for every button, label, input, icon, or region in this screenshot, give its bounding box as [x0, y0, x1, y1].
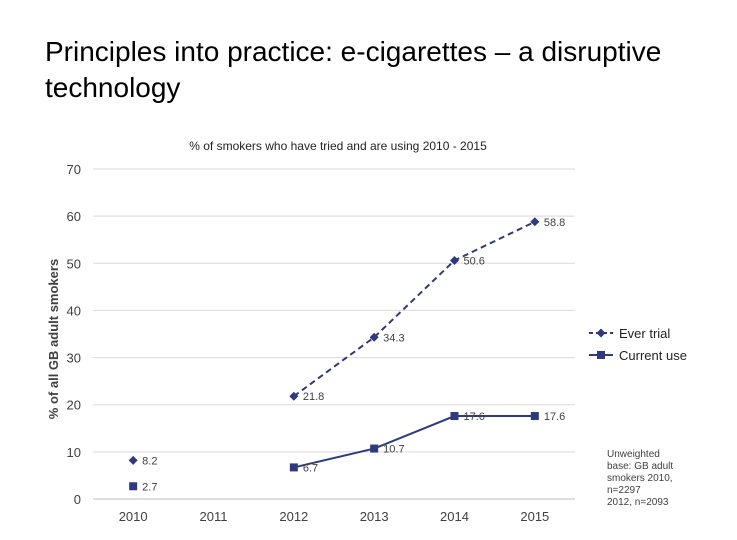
legend-item: Current use — [589, 348, 687, 363]
data-point — [289, 463, 298, 472]
sample-note: Unweighted base: GB adult smokers 2010, … — [607, 449, 717, 509]
data-point — [597, 351, 605, 359]
series-line — [293, 220, 536, 398]
data-point — [450, 255, 459, 265]
slide-title: Principles into practice: e-cigarettes –… — [45, 36, 662, 103]
y-tick-label: 10 — [67, 445, 81, 460]
data-label: 8.2 — [142, 455, 157, 467]
data-label: 2.7 — [142, 481, 157, 493]
x-tick-label: 2015 — [520, 509, 549, 524]
note-line: n=2297 — [607, 485, 641, 496]
x-axis-ticks: 2010 2011 2012 2013 2014 2015 — [119, 509, 550, 524]
y-tick-label: 70 — [67, 162, 81, 177]
series-ever-trial: 8.2 21.8 34.3 50.6 58.8 — [128, 217, 565, 467]
data-label: 50.6 — [464, 255, 485, 267]
note-line: base: GB adult — [607, 461, 674, 472]
data-point — [370, 444, 379, 453]
legend-label: Ever trial — [619, 326, 670, 341]
x-tick-label: 2010 — [119, 509, 148, 524]
legend-item: Ever trial — [589, 326, 670, 341]
data-point — [450, 412, 459, 421]
data-label: 17.6 — [544, 411, 565, 423]
data-point — [530, 217, 540, 227]
y-tick-label: 30 — [67, 351, 81, 366]
data-point — [369, 332, 379, 342]
y-axis-ticks: 0 10 20 30 40 50 60 70 — [67, 162, 81, 507]
note-line: 2012, n=2093 — [607, 497, 669, 508]
note-line: Unweighted — [607, 449, 660, 460]
x-tick-label: 2013 — [360, 509, 389, 524]
series-line — [293, 415, 535, 469]
chart-title: % of smokers who have tried and are usin… — [189, 139, 487, 153]
y-tick-label: 0 — [74, 492, 81, 507]
data-point — [129, 482, 138, 491]
y-tick-label: 20 — [67, 398, 81, 413]
x-tick-label: 2011 — [200, 509, 228, 524]
note-line: smokers 2010, — [607, 473, 673, 484]
gridlines — [93, 168, 575, 500]
x-tick-label: 2014 — [440, 509, 469, 524]
data-label: 58.8 — [544, 217, 565, 229]
data-label: 10.7 — [383, 444, 404, 456]
y-tick-label: 60 — [67, 209, 81, 224]
y-tick-label: 40 — [67, 303, 81, 318]
series-group: 8.2 21.8 34.3 50.6 58.8 2.7 6.7 10.7 17.6 17.6 — [128, 217, 565, 493]
legend-label: Current use — [619, 348, 687, 363]
series-current-use: 2.7 6.7 10.7 17.6 17.6 — [129, 411, 565, 493]
data-label: 17.6 — [464, 411, 485, 423]
legend: Ever trial Current use — [589, 326, 687, 363]
data-label: 34.3 — [383, 332, 404, 344]
data-point — [289, 391, 299, 401]
data-point — [596, 328, 606, 338]
y-axis-label: % of all GB adult smokers — [46, 259, 61, 419]
data-label: 21.8 — [303, 391, 324, 403]
data-point — [530, 412, 539, 421]
y-tick-label: 50 — [67, 256, 81, 271]
data-label: 6.7 — [303, 462, 318, 474]
x-tick-label: 2012 — [279, 509, 308, 524]
data-point — [128, 455, 138, 465]
